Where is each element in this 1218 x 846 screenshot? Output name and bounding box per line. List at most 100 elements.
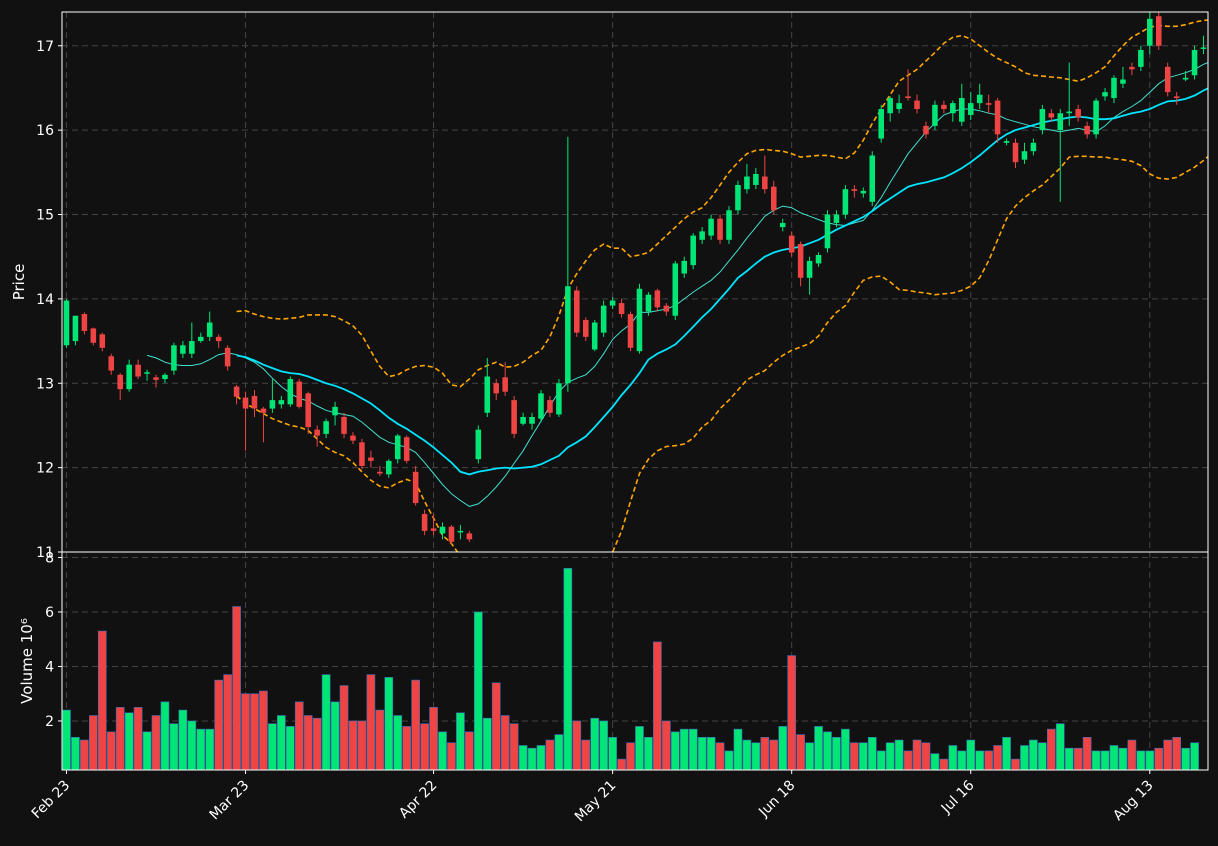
volume-bar bbox=[1046, 728, 1056, 771]
volume-bar bbox=[581, 739, 591, 771]
volume-bar bbox=[268, 723, 277, 771]
candle-body bbox=[878, 109, 884, 139]
price-y-tick-label: 15 bbox=[36, 208, 54, 224]
candle-body bbox=[914, 100, 920, 110]
candle-body bbox=[63, 300, 70, 346]
candle bbox=[923, 121, 929, 139]
candle bbox=[135, 359, 141, 380]
x-tick-label: Feb 23 bbox=[29, 778, 74, 823]
volume-bar bbox=[285, 726, 295, 771]
candle bbox=[636, 283, 643, 354]
volume-bar bbox=[106, 731, 116, 771]
candle bbox=[932, 100, 938, 131]
volume-bar bbox=[151, 715, 161, 771]
candle-body bbox=[466, 533, 473, 540]
candle bbox=[1173, 92, 1180, 105]
candle-body bbox=[189, 341, 195, 354]
candle bbox=[645, 292, 652, 316]
candle bbox=[72, 315, 79, 346]
candle bbox=[1057, 109, 1064, 202]
candle bbox=[744, 163, 750, 194]
candle bbox=[287, 376, 294, 407]
candle-body bbox=[690, 235, 696, 266]
volume-bar bbox=[527, 747, 537, 771]
volume-y-tick-label: 4 bbox=[45, 659, 54, 675]
price-y-tick-label: 17 bbox=[36, 39, 54, 55]
volume-bar bbox=[1082, 736, 1092, 771]
volume-bar bbox=[1020, 745, 1029, 771]
candle bbox=[609, 297, 616, 309]
candle bbox=[699, 227, 705, 245]
volume-bar bbox=[867, 736, 877, 771]
candle bbox=[833, 210, 840, 228]
volume-bar bbox=[259, 690, 268, 771]
candle-body bbox=[815, 255, 822, 264]
candle bbox=[717, 214, 723, 245]
volume-bar bbox=[885, 742, 895, 771]
candle bbox=[323, 418, 329, 439]
candle-body bbox=[681, 260, 688, 274]
price-axis-label: Price bbox=[10, 264, 28, 301]
volume-bar bbox=[957, 750, 967, 771]
volume-axis-label: Volume 10⁶ bbox=[18, 618, 36, 704]
volume-bar bbox=[1181, 747, 1190, 771]
volume-bar bbox=[438, 731, 447, 771]
volume-bar bbox=[688, 728, 698, 771]
candle-body bbox=[323, 421, 329, 434]
candle bbox=[663, 303, 670, 316]
candle bbox=[681, 256, 688, 278]
volume-bar bbox=[312, 717, 322, 771]
candle-body bbox=[762, 176, 768, 190]
volume-bar bbox=[491, 682, 501, 771]
candle-body bbox=[547, 400, 553, 413]
candle bbox=[842, 184, 849, 219]
volume-bar bbox=[850, 742, 859, 771]
candle-body bbox=[72, 315, 79, 342]
axes bbox=[61, 11, 1209, 771]
candle-body bbox=[1030, 142, 1037, 152]
candle-body bbox=[502, 377, 508, 392]
candle-body bbox=[600, 305, 607, 333]
candle bbox=[224, 345, 231, 371]
candle-body bbox=[672, 263, 679, 316]
volume-bar bbox=[724, 750, 734, 771]
volume-bar bbox=[832, 736, 841, 771]
volume-bar bbox=[124, 712, 134, 771]
volume-bar bbox=[205, 728, 215, 771]
volume-bar bbox=[841, 728, 850, 771]
candle bbox=[1030, 138, 1037, 156]
volume-bar bbox=[948, 745, 958, 771]
candle bbox=[1102, 87, 1108, 101]
volume-bar bbox=[294, 701, 304, 771]
volume-bar bbox=[1127, 739, 1137, 771]
candle-body bbox=[412, 471, 419, 504]
volume-bar bbox=[617, 758, 626, 771]
volume-bar bbox=[277, 715, 286, 771]
candle-body bbox=[162, 374, 168, 380]
candle-body bbox=[153, 377, 159, 380]
candle-body bbox=[206, 322, 213, 337]
volume-bar bbox=[1064, 747, 1074, 771]
candle-body bbox=[806, 260, 813, 278]
candle bbox=[538, 390, 544, 422]
candle-body bbox=[654, 290, 661, 308]
volume-bar bbox=[1109, 745, 1119, 771]
volume-bar bbox=[1029, 739, 1038, 771]
volume-bar bbox=[241, 693, 250, 771]
candle bbox=[1111, 75, 1117, 104]
candle-body bbox=[242, 397, 249, 409]
candle-body bbox=[457, 530, 464, 533]
volume-bar bbox=[62, 709, 71, 771]
candle bbox=[1164, 62, 1171, 97]
candle-body bbox=[224, 347, 231, 367]
candle-body bbox=[529, 417, 535, 424]
volume-bar bbox=[1002, 736, 1011, 771]
candle-body bbox=[851, 189, 858, 191]
candle-body bbox=[1147, 18, 1153, 46]
volume-bar bbox=[635, 726, 644, 771]
candle bbox=[305, 391, 311, 434]
candle-body bbox=[950, 103, 956, 114]
volume-bar bbox=[679, 728, 689, 771]
candle bbox=[976, 83, 983, 110]
